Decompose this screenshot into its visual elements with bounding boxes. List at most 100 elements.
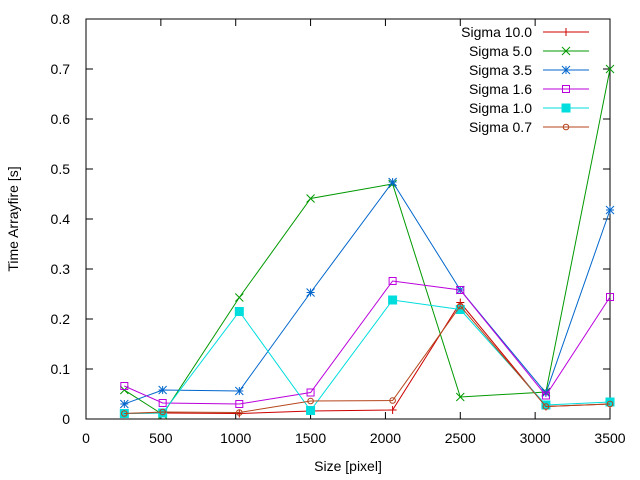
data-point-sigma-0-7 bbox=[542, 403, 550, 410]
data-point-sigma-3-5-stroke bbox=[234, 386, 244, 396]
legend-marker-sigma-1-6-shape bbox=[562, 85, 570, 93]
legend-marker-sigma-1-6 bbox=[562, 85, 570, 93]
data-point-sigma-1-6-shape bbox=[541, 391, 550, 400]
data-point-sigma-3-5-stroke bbox=[541, 388, 551, 398]
data-point-sigma-1-0-shape bbox=[388, 295, 398, 305]
y-tick-label: 0.6 bbox=[51, 111, 71, 127]
y-tick-label: 0.8 bbox=[51, 11, 71, 27]
x-tick-label: 500 bbox=[149, 430, 173, 446]
data-point-sigma-0-7-shape bbox=[389, 397, 396, 404]
data-point-sigma-1-6 bbox=[388, 277, 397, 285]
data-point-sigma-3-5-stroke bbox=[306, 288, 315, 297]
data-point-sigma-1-6 bbox=[541, 391, 550, 400]
legend-marker-sigma-3-5-stroke bbox=[561, 65, 571, 75]
y-tick-label: 0.1 bbox=[51, 361, 71, 377]
data-point-sigma-1-6-shape bbox=[306, 388, 315, 397]
x-tick-label: 2000 bbox=[370, 430, 401, 446]
y-axis-title: Time Arrayfire [s] bbox=[5, 166, 21, 271]
data-point-sigma-1-6-shape bbox=[388, 277, 397, 285]
data-point-sigma-1-6-shape bbox=[606, 293, 614, 301]
data-point-sigma-5-0-stroke bbox=[455, 392, 465, 402]
y-tick-label: 0.4 bbox=[51, 211, 71, 227]
data-point-sigma-0-7-shape bbox=[542, 403, 550, 410]
data-point-sigma-3-5 bbox=[158, 385, 168, 395]
legend-label-sigma-0-7: Sigma 0.7 bbox=[469, 119, 532, 135]
legend-marker-sigma-1-0 bbox=[561, 103, 571, 113]
data-point-sigma-5-0 bbox=[605, 64, 615, 74]
data-point-sigma-0-7 bbox=[236, 409, 243, 416]
x-tick-label: 2500 bbox=[445, 430, 476, 446]
data-point-sigma-0-7-shape bbox=[121, 410, 128, 417]
data-point-sigma-3-5 bbox=[605, 205, 615, 215]
x-tick-label: 0 bbox=[82, 430, 90, 446]
data-point-sigma-1-6 bbox=[606, 293, 614, 301]
data-point-sigma-1-6-shape bbox=[456, 286, 465, 294]
legend-marker-sigma-10-0 bbox=[562, 28, 570, 36]
data-point-sigma-0-7-shape bbox=[606, 400, 614, 408]
data-point-sigma-5-0 bbox=[234, 293, 244, 302]
data-point-sigma-3-5-stroke bbox=[388, 177, 397, 187]
data-point-sigma-1-6 bbox=[158, 399, 167, 407]
x-tick-label: 3000 bbox=[520, 430, 551, 446]
y-tick-label: 0.5 bbox=[51, 161, 71, 177]
legend-label-sigma-1-0: Sigma 1.0 bbox=[469, 100, 532, 116]
data-point-sigma-1-6 bbox=[306, 388, 315, 397]
data-point-sigma-1-6 bbox=[456, 286, 465, 294]
data-point-sigma-0-7-shape bbox=[307, 397, 314, 405]
y-tick-label: 0 bbox=[62, 411, 70, 427]
data-point-sigma-0-7 bbox=[159, 408, 166, 416]
series-line-sigma-5-0 bbox=[124, 68, 611, 416]
data-point-sigma-3-5-stroke bbox=[605, 205, 615, 215]
data-point-sigma-10-0 bbox=[388, 406, 397, 414]
x-tick-label: 1000 bbox=[220, 430, 251, 446]
data-point-sigma-3-5 bbox=[119, 399, 129, 409]
data-point-sigma-0-7 bbox=[456, 302, 464, 310]
data-point-sigma-5-0-stroke bbox=[234, 293, 244, 302]
data-point-sigma-3-5-stroke bbox=[158, 385, 168, 395]
data-point-sigma-0-7 bbox=[307, 397, 314, 405]
legend-marker-sigma-1-0-shape bbox=[561, 103, 571, 113]
legend-label-sigma-10-0: Sigma 10.0 bbox=[461, 24, 532, 40]
data-point-sigma-1-0 bbox=[234, 307, 244, 316]
data-point-sigma-5-0 bbox=[455, 392, 465, 402]
series-line-sigma-0-7 bbox=[124, 305, 611, 414]
legend-marker-sigma-0-7 bbox=[562, 123, 570, 131]
data-point-sigma-1-6 bbox=[235, 400, 244, 408]
legend-marker-sigma-5-0-stroke bbox=[561, 46, 571, 56]
data-point-sigma-3-5-stroke bbox=[119, 399, 129, 409]
data-point-sigma-1-0-shape bbox=[306, 406, 316, 415]
data-point-sigma-1-0 bbox=[388, 295, 398, 305]
data-point-sigma-0-7 bbox=[121, 410, 128, 417]
data-point-sigma-1-0 bbox=[605, 397, 615, 407]
data-point-sigma-0-7-shape bbox=[159, 408, 166, 416]
data-point-sigma-0-7-shape bbox=[456, 302, 464, 310]
data-point-sigma-1-0 bbox=[306, 406, 316, 415]
x-tick-label: 3500 bbox=[594, 430, 625, 446]
data-point-sigma-0-7 bbox=[389, 397, 396, 404]
data-point-sigma-3-5 bbox=[234, 386, 244, 396]
data-point-sigma-3-5 bbox=[388, 177, 397, 187]
y-tick-label: 0.7 bbox=[51, 61, 71, 77]
plot-frame bbox=[85, 18, 611, 420]
data-point-sigma-5-0-stroke bbox=[605, 64, 615, 74]
data-point-sigma-0-7 bbox=[606, 400, 614, 408]
series-line-sigma-1-6 bbox=[124, 280, 611, 405]
legend-label-sigma-3-5: Sigma 3.5 bbox=[469, 62, 532, 78]
legend-marker-sigma-3-5 bbox=[561, 65, 571, 75]
legend-label-sigma-5-0: Sigma 5.0 bbox=[469, 43, 532, 59]
x-tick-label: 1500 bbox=[295, 430, 326, 446]
data-point-sigma-1-6-shape bbox=[158, 399, 167, 407]
data-point-sigma-1-0-shape bbox=[605, 397, 615, 407]
y-tick-label: 0.2 bbox=[51, 311, 71, 327]
x-axis-title: Size [pixel] bbox=[314, 458, 382, 474]
data-point-sigma-3-5 bbox=[306, 288, 315, 297]
data-point-sigma-0-7-shape bbox=[236, 409, 243, 416]
data-point-sigma-5-0-stroke bbox=[306, 194, 315, 203]
data-point-sigma-1-6-shape bbox=[120, 382, 129, 390]
data-point-sigma-1-6-shape bbox=[235, 400, 244, 408]
data-point-sigma-5-0 bbox=[306, 194, 315, 203]
data-point-sigma-1-6 bbox=[120, 382, 129, 390]
series-line-sigma-3-5 bbox=[124, 181, 611, 405]
